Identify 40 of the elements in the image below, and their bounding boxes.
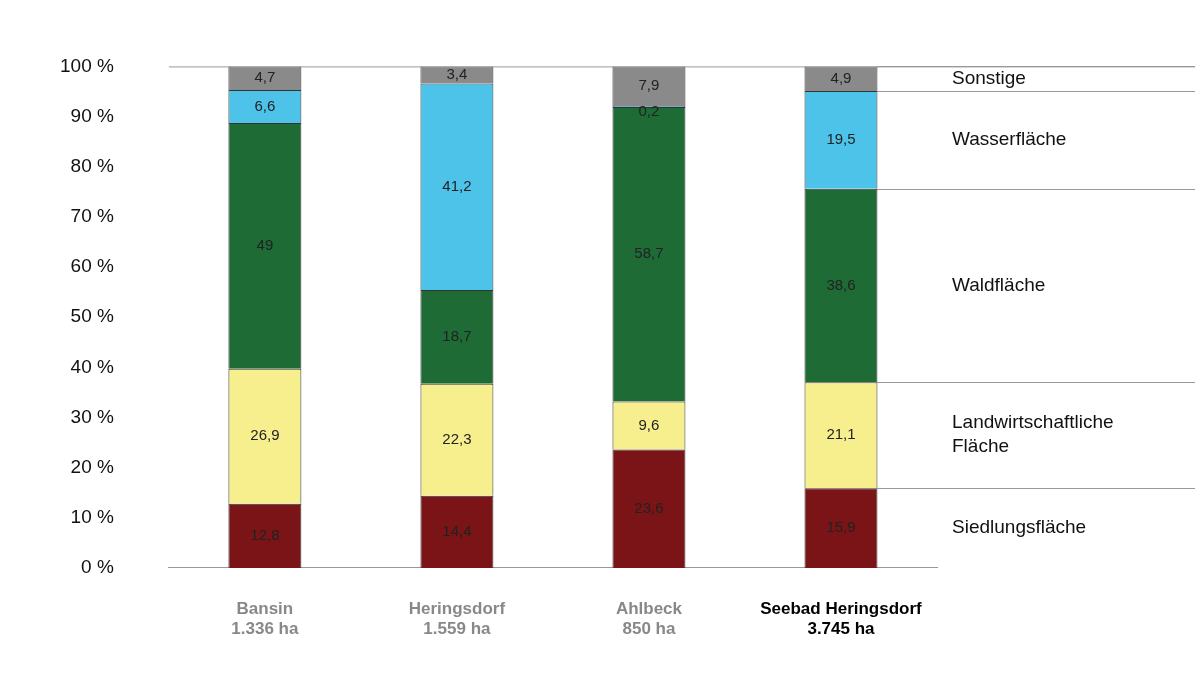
y-tick-label: 0 % — [81, 556, 114, 578]
y-tick-label: 70 % — [70, 205, 114, 227]
text: Sonstige — [952, 66, 1026, 88]
data-label: 15,9 — [826, 518, 856, 536]
y-tick-label: 50 % — [70, 305, 114, 327]
data-label: 4,9 — [830, 68, 852, 86]
data-label: 12,8 — [250, 525, 280, 543]
text: Wasserfläche — [952, 128, 1067, 150]
y-tick-label: 10 % — [70, 505, 114, 527]
x-tick-label: Seebad Heringsdorf 3.745 ha — [760, 599, 923, 638]
data-label: 9,6 — [638, 415, 660, 433]
x-tick-label: Ahlbeck 850 ha — [615, 599, 683, 638]
y-tick-label: 40 % — [70, 355, 114, 377]
data-label: 23,6 — [634, 498, 664, 516]
data-label: 0,2 — [638, 102, 660, 120]
data-label: 7,9 — [638, 76, 660, 94]
data-label: 19,5 — [826, 130, 856, 148]
data-label: 38,6 — [826, 275, 856, 293]
x-tick-label: Heringsdorf 1.559 ha — [408, 599, 506, 638]
y-tick-label: 80 % — [70, 154, 114, 176]
data-label: 21,1 — [826, 425, 856, 443]
text: Siedlungsfläche — [952, 516, 1087, 538]
data-label: 3,4 — [446, 65, 468, 83]
y-tick-label: 90 % — [70, 104, 114, 126]
data-label: 18,7 — [442, 327, 472, 345]
data-label: 14,4 — [442, 521, 472, 539]
text: Landwirtschaftliche Fläche — [952, 411, 1114, 457]
y-tick-label: 30 % — [70, 405, 114, 427]
text: Waldfläche — [952, 273, 1046, 295]
data-label: 58,7 — [634, 244, 664, 262]
y-tick-label: 20 % — [70, 455, 114, 477]
data-label: 41,2 — [442, 176, 472, 194]
data-label: 4,7 — [254, 68, 276, 86]
data-label: 6,6 — [254, 96, 276, 114]
x-tick-label: Bansin 1.336 ha — [231, 599, 299, 638]
y-tick-label: 60 % — [70, 255, 114, 277]
data-label: 26,9 — [250, 426, 280, 444]
data-label: 22,3 — [442, 429, 472, 447]
data-label: 49 — [256, 236, 274, 254]
y-tick-label: 100 % — [60, 54, 114, 76]
